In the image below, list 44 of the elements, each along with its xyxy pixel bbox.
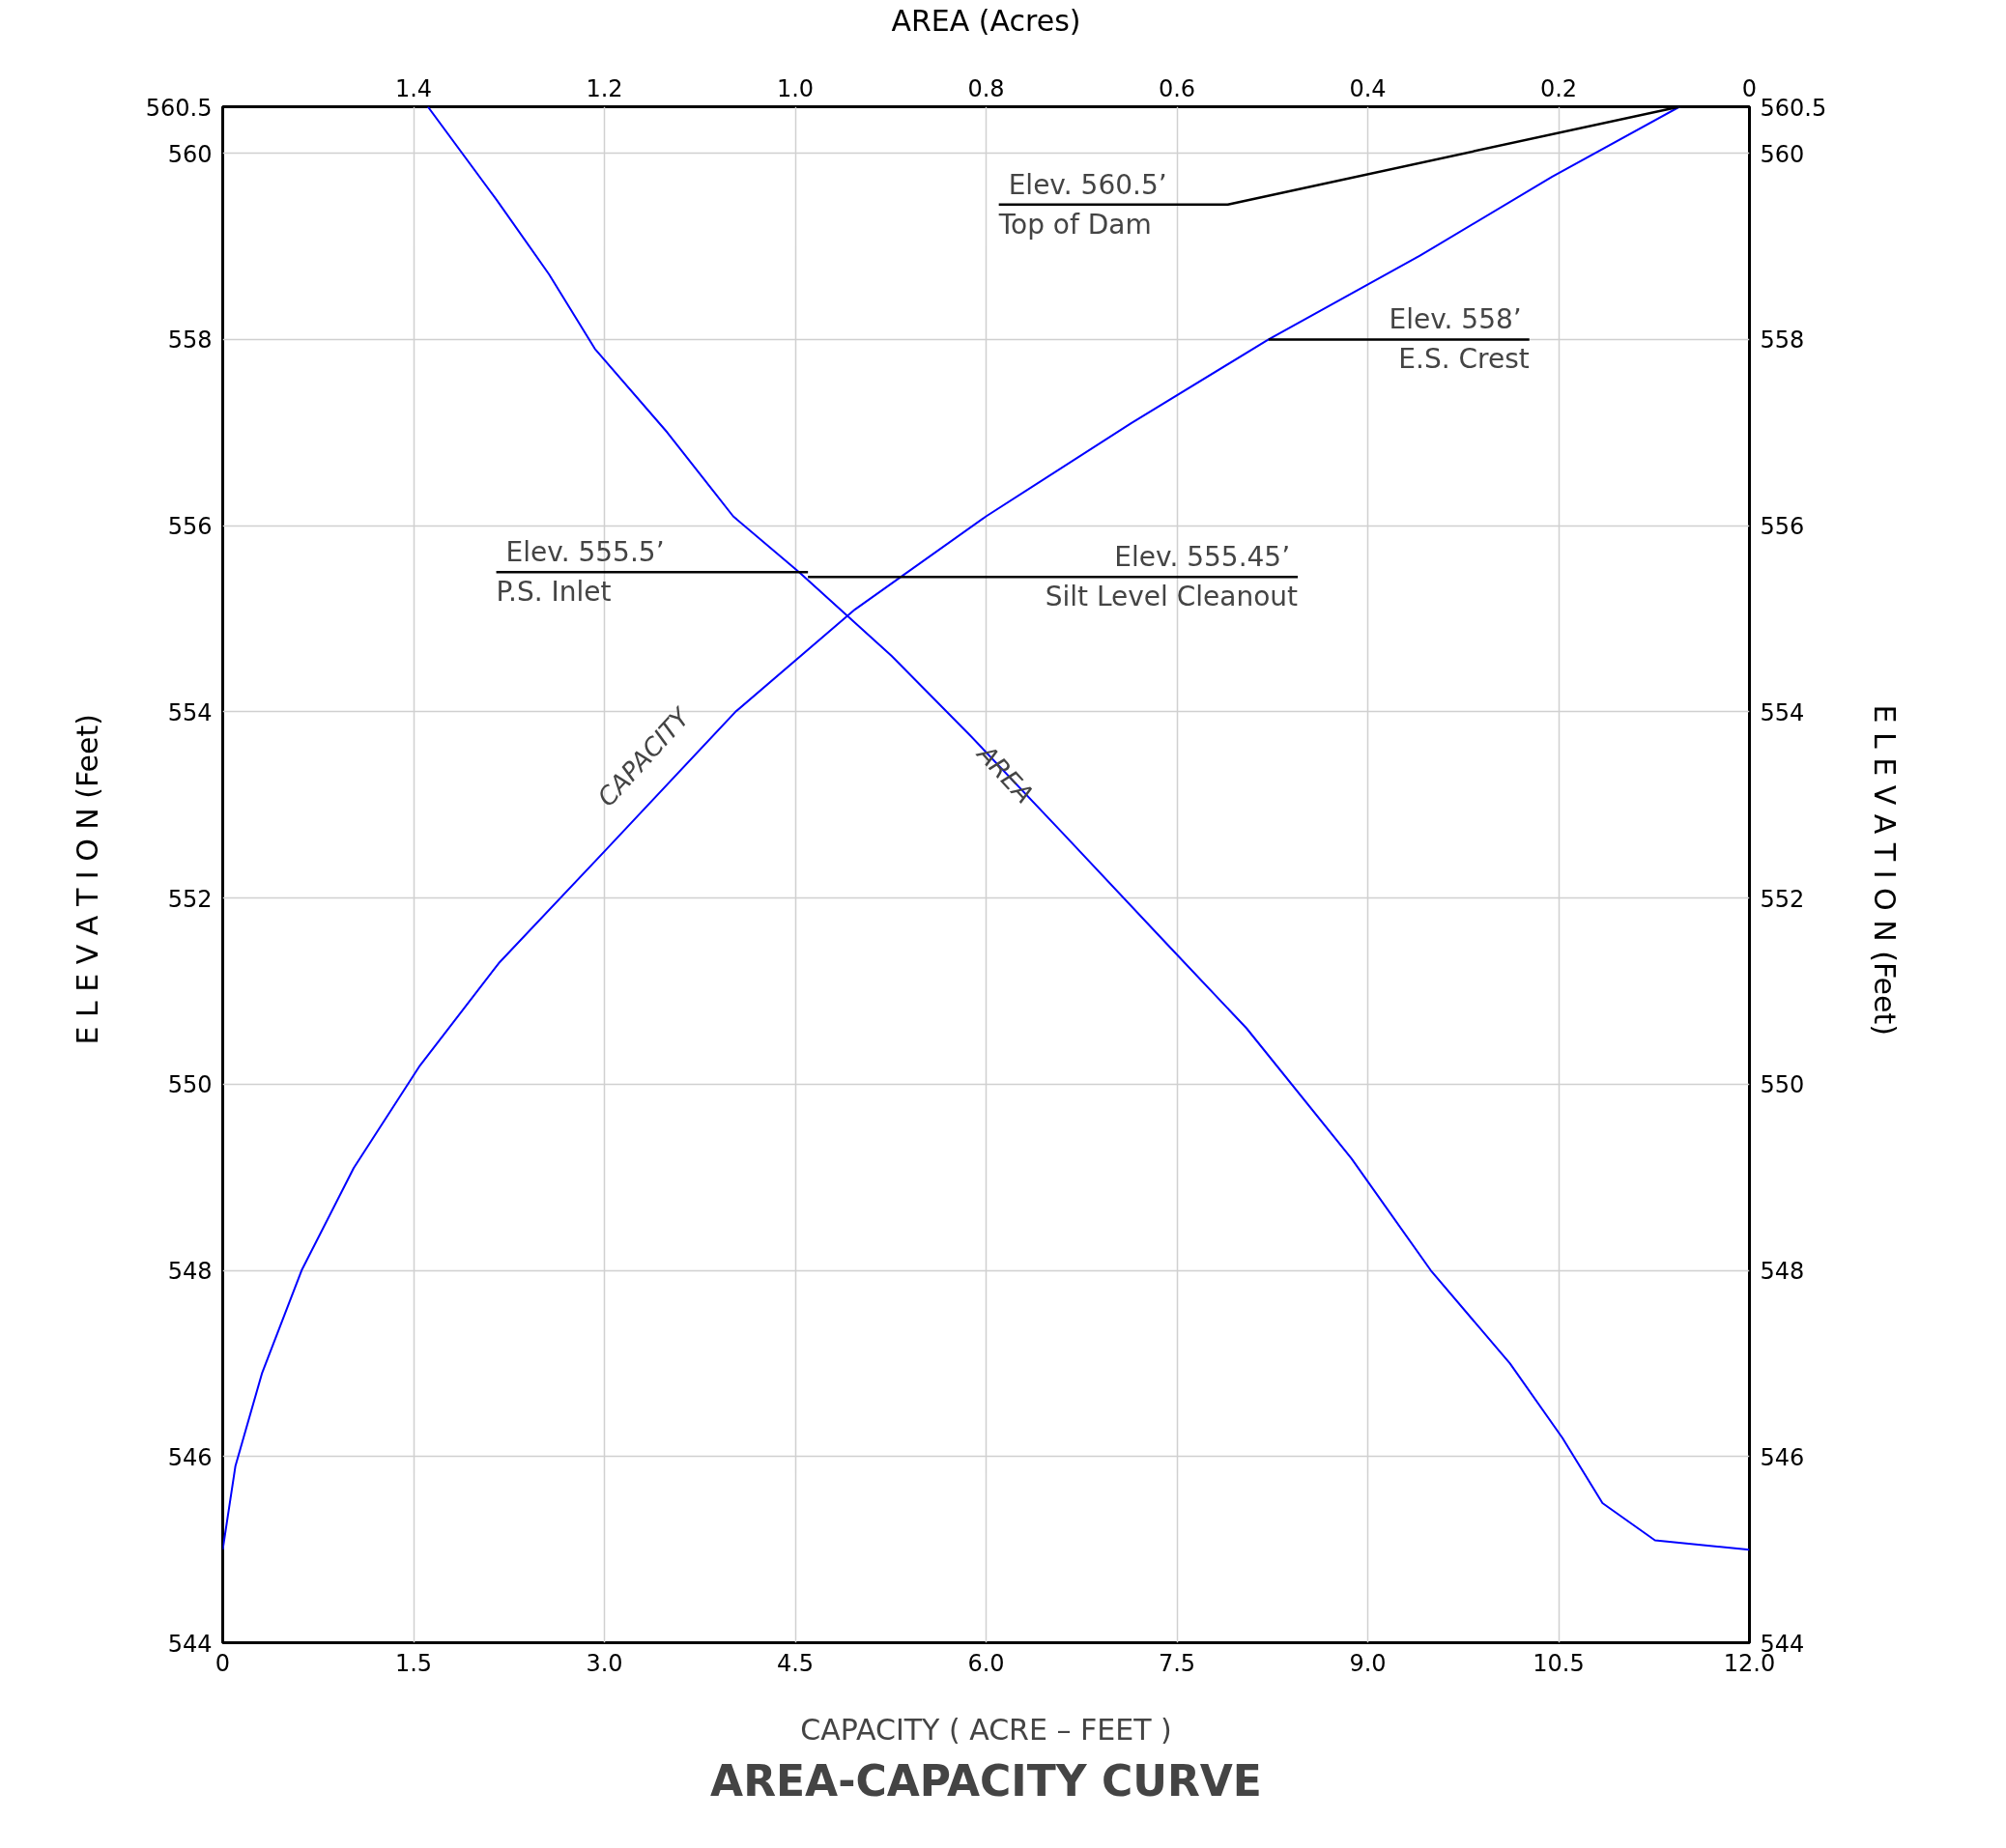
x-tick-label: 3.0 — [586, 1649, 623, 1677]
annotation: Elev. 555.45’ Silt Level Cleanout — [1045, 541, 1299, 613]
annotation: Elev. 560.5’ Top of Dam — [997, 168, 1167, 241]
x-tick-label: 0 — [215, 1649, 231, 1677]
y2-tick-label: 548 — [1760, 1258, 1805, 1286]
y-axis-title: E L E V A T I O N (Feet) — [70, 714, 104, 1045]
y2-tick-label: 552 — [1760, 885, 1805, 913]
y2-tick-label: 556 — [1760, 513, 1805, 541]
y2-tick-label: 546 — [1760, 1443, 1805, 1471]
y-tick-label: 548 — [167, 1258, 213, 1286]
y2-tick-label: 560 — [1760, 140, 1805, 168]
x2-tick-label: 1.2 — [586, 74, 623, 102]
annotation: Elev. 558’ E.S. Crest — [1389, 303, 1530, 376]
y-tick-label: 556 — [167, 513, 213, 541]
x2-tick-label: 0.6 — [1158, 74, 1196, 102]
x2-tick-label: 0.8 — [967, 74, 1005, 102]
x-axis-title: CAPACITY ( ACRE – FEET ) — [800, 1712, 1172, 1747]
x-tick-label: 7.5 — [1158, 1649, 1196, 1677]
y2-tick-label: 560.5 — [1760, 94, 1827, 122]
y2-tick-label: 550 — [1760, 1071, 1805, 1099]
y-tick-label: 550 — [167, 1071, 213, 1099]
x2-tick-label: 0.2 — [1539, 74, 1578, 102]
x2-tick-label: 1.4 — [394, 74, 433, 102]
y2-tick-label: 554 — [1760, 698, 1805, 726]
x-tick-label: 6.0 — [967, 1649, 1005, 1677]
y-tick-label: 544 — [167, 1630, 213, 1658]
y-tick-label: 552 — [167, 885, 213, 913]
y-tick-label: 554 — [167, 698, 213, 726]
x2-axis-title: AREA (Acres) — [891, 3, 1081, 38]
x2-tick-label: 1.0 — [776, 74, 815, 102]
annotation: Elev. 555.5’ P.S. Inlet — [496, 536, 665, 609]
y-tick-label: 546 — [167, 1443, 213, 1471]
y-tick-label: 560.5 — [145, 94, 213, 122]
y-tick-label: 560 — [167, 140, 213, 168]
text: AREA-CAPACITY CURVE — [710, 1755, 1262, 1805]
x-tick-label: 9.0 — [1349, 1649, 1387, 1677]
x-tick-label: 4.5 — [776, 1649, 815, 1677]
x-tick-label: 1.5 — [394, 1649, 433, 1677]
x-tick-label: 10.5 — [1533, 1649, 1585, 1677]
y-tick-label: 558 — [167, 327, 213, 355]
y2-axis-title: E L E V A T I O N (Feet) — [1868, 704, 1903, 1036]
y2-tick-label: 558 — [1760, 327, 1805, 355]
x2-tick-label: 0 — [1741, 74, 1758, 102]
x2-tick-label: 0.4 — [1349, 74, 1387, 102]
